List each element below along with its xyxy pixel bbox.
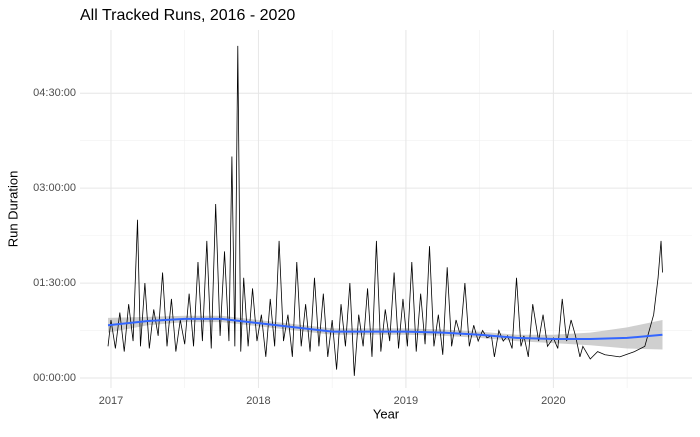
x-tick-label: 2020 — [541, 395, 565, 407]
x-tick-label: 2018 — [246, 395, 270, 407]
x-tick-label: 2019 — [394, 395, 418, 407]
data-line — [107, 45, 663, 376]
y-tick-label: 00:00:00 — [33, 372, 76, 384]
y-tick-label: 03:00:00 — [33, 182, 76, 194]
y-tick-label: 04:30:00 — [33, 87, 76, 99]
chart-title: All Tracked Runs, 2016 - 2020 — [80, 7, 295, 24]
y-axis-label: Run Duration — [5, 171, 20, 248]
y-tick-label: 01:30:00 — [33, 277, 76, 289]
smooth-line — [107, 317, 663, 340]
x-tick-label: 2017 — [99, 395, 123, 407]
x-axis-label: Year — [373, 406, 400, 421]
